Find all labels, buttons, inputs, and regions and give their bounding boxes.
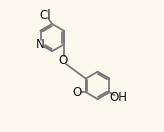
Text: O: O bbox=[72, 86, 81, 99]
Text: N: N bbox=[36, 38, 45, 51]
Text: OH: OH bbox=[109, 91, 127, 105]
Circle shape bbox=[115, 95, 122, 101]
Circle shape bbox=[37, 41, 44, 48]
Text: O: O bbox=[59, 54, 68, 67]
Circle shape bbox=[73, 89, 80, 95]
Circle shape bbox=[42, 12, 49, 19]
Text: Cl: Cl bbox=[40, 9, 51, 22]
Circle shape bbox=[60, 57, 67, 64]
